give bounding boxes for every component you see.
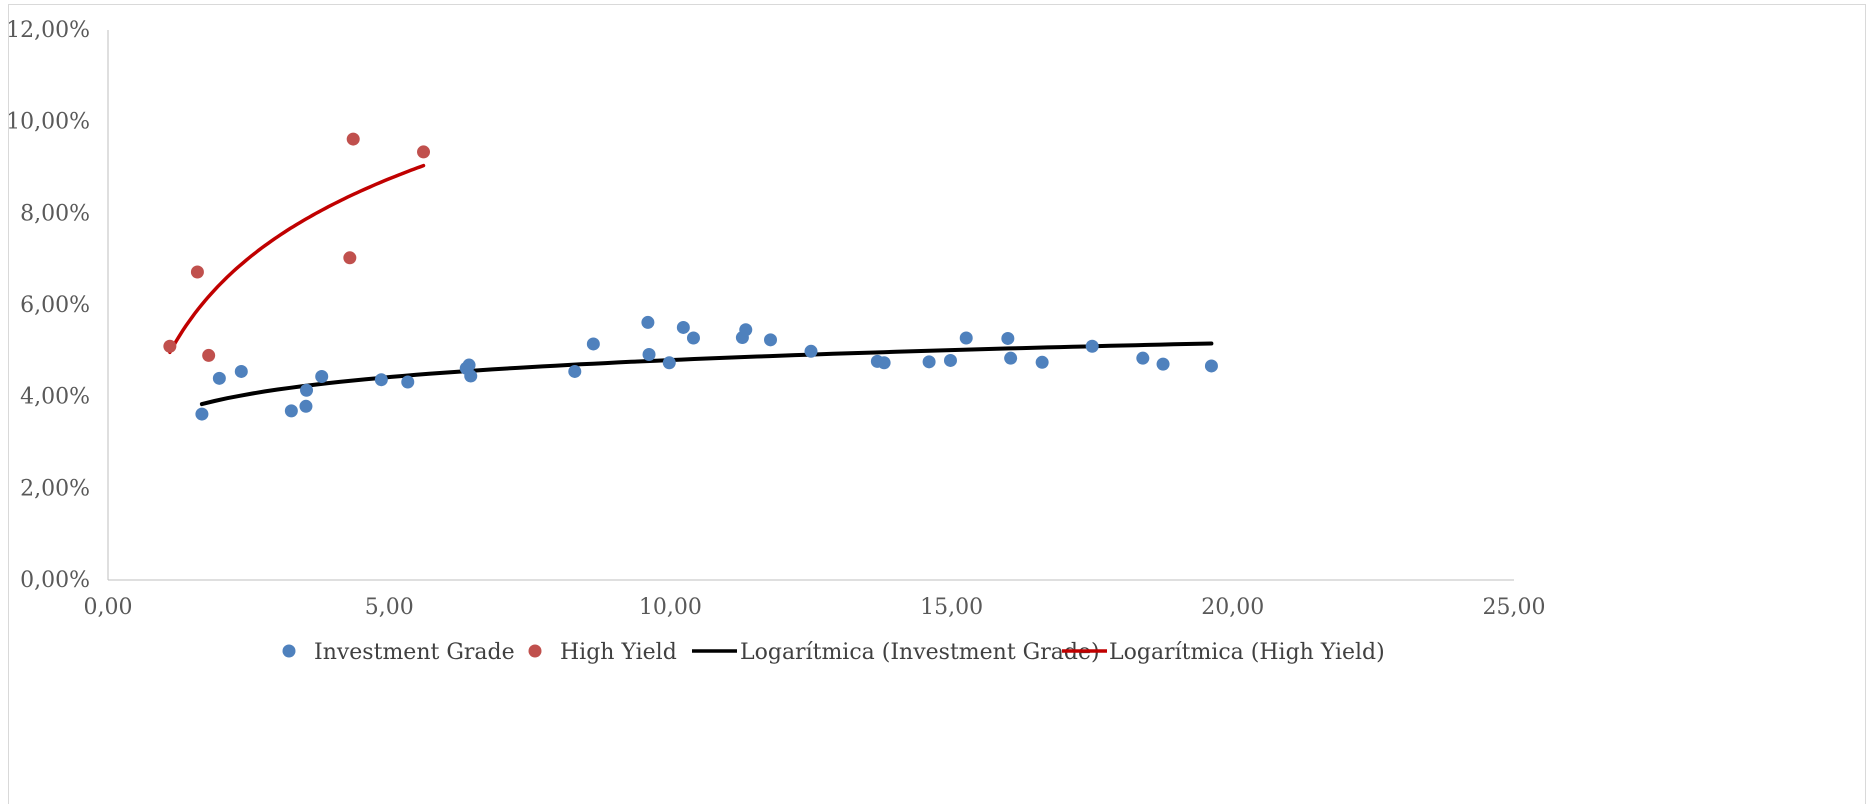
high-yield-point [346, 132, 360, 146]
investment-grade-point [739, 323, 753, 337]
legend-marker-investment-grade [282, 644, 296, 658]
y-tick-label: 2,00% [20, 476, 90, 501]
investment-grade-point [959, 331, 973, 345]
legend: Investment Grade High Yield Logarítmica (I… [282, 640, 1385, 665]
trendline-high-yield [168, 163, 426, 355]
investment-grade-point [764, 333, 778, 347]
investment-grade-point [284, 404, 298, 418]
investment-grade-point [299, 399, 313, 413]
legend-label-trend-high-yield: Logarítmica (High Yield) [1109, 640, 1385, 665]
investment-grade-point [586, 337, 600, 351]
chart-svg: 0,00% 2,00% 4,00% 6,00% 8,00% 10,00% 12,00% 0,0… [6, 18, 1546, 665]
investment-grade-point [1085, 339, 1099, 353]
legend-label-investment-grade: Investment Grade [314, 640, 515, 665]
trendline-investment-grade [199, 341, 1214, 407]
investment-grade-point [641, 315, 655, 329]
high-yield-point [163, 339, 177, 353]
investment-grade-point [195, 407, 209, 421]
investment-grade-point [1035, 355, 1049, 369]
x-tick-label: 15,00 [920, 595, 983, 620]
investment-grade-point [804, 344, 818, 358]
high-yield-point [417, 145, 431, 159]
investment-grade-point [212, 371, 226, 385]
x-tick-label: 10,00 [639, 595, 702, 620]
investment-grade-point [1001, 331, 1015, 345]
investment-grade-point [686, 331, 700, 345]
y-tick-label: 0,00% [20, 568, 90, 593]
investment-grade-point [676, 320, 690, 334]
x-tick-label: 0,00 [84, 595, 133, 620]
investment-grade-point [1136, 351, 1150, 365]
high-yield-point [202, 348, 216, 362]
investment-grade-point [943, 353, 957, 367]
y-tick-label: 4,00% [20, 385, 90, 410]
investment-grade-point [234, 364, 248, 378]
investment-grade-point [662, 356, 676, 370]
investment-grade-point [464, 369, 478, 383]
investment-grade-point [300, 383, 314, 397]
investment-grade-point [568, 364, 582, 378]
investment-grade-point [642, 348, 656, 361]
investment-grade-point [877, 356, 891, 370]
y-tick-label: 8,00% [20, 201, 90, 226]
x-tick-label: 20,00 [1201, 595, 1264, 620]
y-tick-label: 12,00% [9, 18, 90, 43]
investment-grade-point [374, 373, 388, 387]
investment-grade-point [1004, 351, 1018, 365]
legend-label-trend-investment-grade: Logarítmica (Investment Grade) [740, 640, 1100, 665]
legend-marker-high-yield [528, 644, 542, 658]
x-tick-label: 5,00 [365, 595, 414, 620]
high-yield-point [343, 251, 357, 265]
investment-grade-point [462, 358, 476, 372]
investment-grade-point [1204, 359, 1218, 373]
investment-grade-point [1156, 357, 1170, 371]
y-tick-label: 6,00% [20, 293, 90, 318]
investment-grade-point [401, 375, 415, 389]
plot-area: 0,00% 2,00% 4,00% 6,00% 8,00% 10,00% 12,00% 0,0… [6, 18, 1546, 620]
legend-label-high-yield: High Yield [560, 640, 677, 665]
investment-grade-point [922, 355, 936, 369]
y-tick-label: 10,00% [9, 110, 90, 135]
x-tick-label: 25,00 [1483, 595, 1546, 620]
high-yield-point [190, 265, 204, 279]
chart-frame: 0,00% 2,00% 4,00% 6,00% 8,00% 10,00% 12,00% 0,0… [6, 4, 1866, 804]
investment-grade-point [315, 370, 329, 383]
